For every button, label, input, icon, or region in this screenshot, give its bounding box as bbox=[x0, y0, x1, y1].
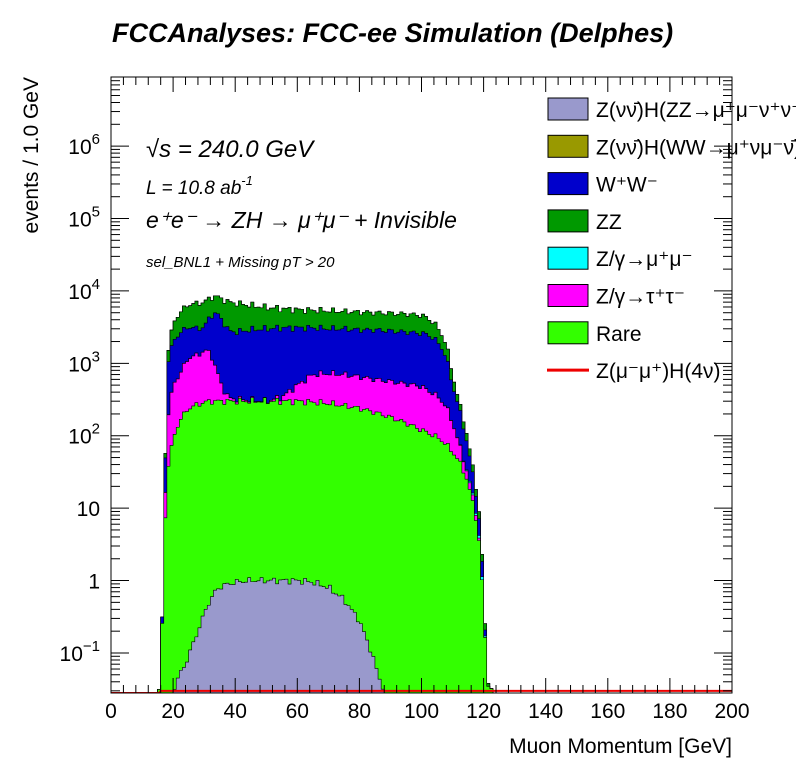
annotation-lumi-exponent: -1 bbox=[241, 173, 253, 188]
legend-label: Z/γ→μ⁺μ⁻ bbox=[596, 248, 693, 271]
annotation-luminosity: L = 10.8 ab-1 bbox=[146, 173, 253, 199]
x-tick-label: 60 bbox=[286, 700, 309, 723]
hzz-signal-area bbox=[172, 577, 385, 693]
x-tick-label: 40 bbox=[224, 700, 247, 723]
chart-title: FCCAnalyses: FCC-ee Simulation (Delphes) bbox=[112, 18, 674, 48]
y-axis-label: events / 1.0 GeV bbox=[20, 77, 43, 233]
legend-swatch bbox=[547, 246, 589, 270]
legend-swatch bbox=[547, 134, 589, 158]
legend: Z(νν̄)H(ZZ→μ⁺μ⁻ν⁺ν⁻) Z(νν̄)H(WW→μ⁺νμ⁻ν̄) W… bbox=[547, 97, 796, 383]
annotation-selection: sel_BNL1 + Missing pT > 20 bbox=[146, 254, 335, 271]
annotation-process: e⁺e⁻ → ZH → μ⁺μ⁻ + Invisible bbox=[146, 207, 457, 233]
x-tick-label: 200 bbox=[714, 700, 749, 723]
annotation-sqrt-s: √s = 240.0 GeV bbox=[146, 136, 315, 163]
x-tick-label: 180 bbox=[652, 700, 687, 723]
legend-swatch bbox=[547, 284, 589, 307]
x-tick-label: 0 bbox=[105, 700, 117, 723]
legend-swatch bbox=[547, 97, 589, 121]
legend-swatch bbox=[547, 321, 589, 345]
legend-swatch bbox=[547, 172, 589, 196]
x-tick-label: 20 bbox=[161, 700, 184, 723]
annotation-lumi-text: L = 10.8 ab bbox=[146, 178, 241, 199]
x-tick-label: 100 bbox=[404, 700, 439, 723]
x-tick-label: 160 bbox=[590, 700, 625, 723]
y-tick-label: 10−1 bbox=[60, 638, 100, 666]
x-tick-label: 140 bbox=[528, 700, 563, 723]
y-tick-label: 1 bbox=[88, 571, 100, 594]
legend-label: W⁺W⁻ bbox=[596, 174, 658, 197]
y-tick-label: 102 bbox=[68, 421, 100, 449]
legend-label: Z(μ⁻μ⁺)H(4ν) bbox=[596, 360, 721, 383]
y-tick-label: 10 bbox=[77, 498, 100, 521]
y-tick-label: 105 bbox=[68, 204, 100, 232]
y-tick-label: 104 bbox=[68, 276, 100, 304]
legend-label: ZZ bbox=[596, 211, 622, 234]
legend-swatch bbox=[547, 209, 589, 233]
legend-label: Z(νν̄)H(WW→μ⁺νμ⁻ν̄) bbox=[596, 136, 796, 159]
legend-label: Rare bbox=[596, 323, 642, 346]
legend-label: Z/γ→τ⁺τ⁻ bbox=[596, 286, 685, 309]
y-tick-label: 106 bbox=[68, 131, 100, 159]
x-tick-label: 120 bbox=[466, 700, 501, 723]
legend-label: Z(νν̄)H(ZZ→μ⁺μ⁻ν⁺ν⁻) bbox=[596, 99, 796, 122]
y-tick-label: 103 bbox=[68, 348, 100, 376]
x-axis-label: Muon Momentum [GeV] bbox=[509, 735, 732, 758]
x-tick-label: 80 bbox=[348, 700, 371, 723]
